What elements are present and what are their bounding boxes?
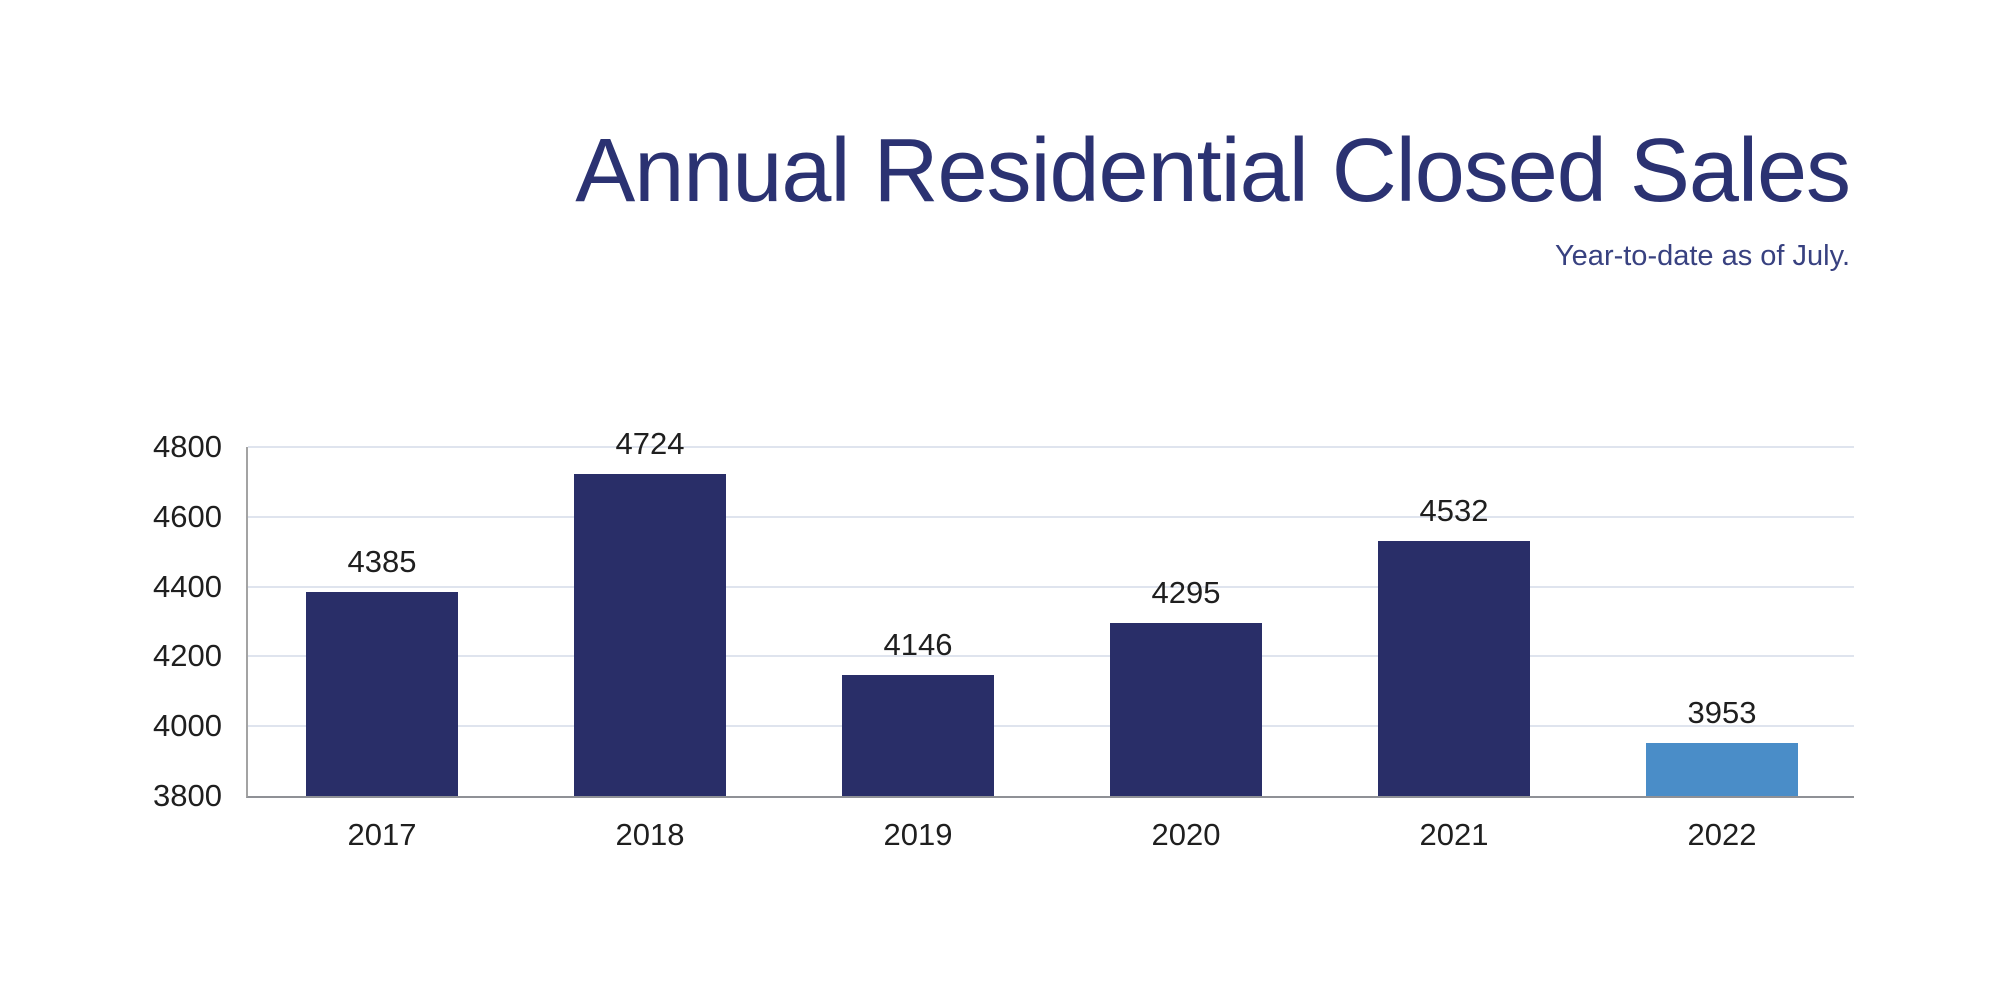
bar-value-label: 3953	[1687, 694, 1757, 730]
y-axis-tick-label: 3800	[153, 778, 222, 813]
chart-header: Annual Residential Closed Sales Year-to-…	[575, 121, 1851, 272]
bar-2018	[574, 473, 726, 796]
gridline	[248, 446, 1854, 448]
y-axis-tick-label: 4600	[153, 498, 222, 534]
x-axis-tick-label: 2020	[1151, 817, 1221, 852]
gridline	[248, 725, 1854, 728]
bar-2020	[1110, 623, 1262, 796]
y-axis-tick-label: 4800	[153, 429, 222, 464]
bar-2021	[1378, 540, 1530, 796]
bar-value-label: 4385	[347, 543, 417, 579]
x-axis-tick-label: 2018	[615, 817, 685, 852]
x-axis-tick-label: 2022	[1687, 817, 1757, 852]
gridline	[248, 585, 1854, 588]
y-axis-tick-label: 4200	[153, 638, 222, 674]
x-axis-tick-label: 2017	[347, 817, 417, 852]
chart-title: Annual Residential Closed Sales	[575, 121, 1851, 221]
bar-value-label: 4724	[615, 425, 685, 461]
y-axis-tick-label: 4400	[153, 568, 222, 604]
gridline	[248, 655, 1854, 658]
bar-2022	[1646, 742, 1798, 796]
gridline	[248, 515, 1854, 518]
chart-subtitle: Year-to-date as of July.	[1555, 240, 1850, 272]
bar-value-label: 4146	[883, 627, 953, 663]
plot-area: 4385 2017 4724 2018 4146 2019 4295 2020 4532 2021…	[246, 426, 1854, 852]
bar-2019	[842, 675, 994, 796]
bar-value-label: 4295	[1151, 575, 1221, 611]
x-axis-tick-label: 2019	[883, 817, 953, 852]
bar-2017	[306, 591, 458, 796]
y-axis-tick-label: 4000	[153, 708, 222, 744]
x-axis-tick-label: 2021	[1419, 817, 1489, 852]
y-axis-labels: 4800 4600 4400 4200 4000 3800	[80, 429, 222, 813]
bar-value-label: 4532	[1419, 492, 1489, 528]
